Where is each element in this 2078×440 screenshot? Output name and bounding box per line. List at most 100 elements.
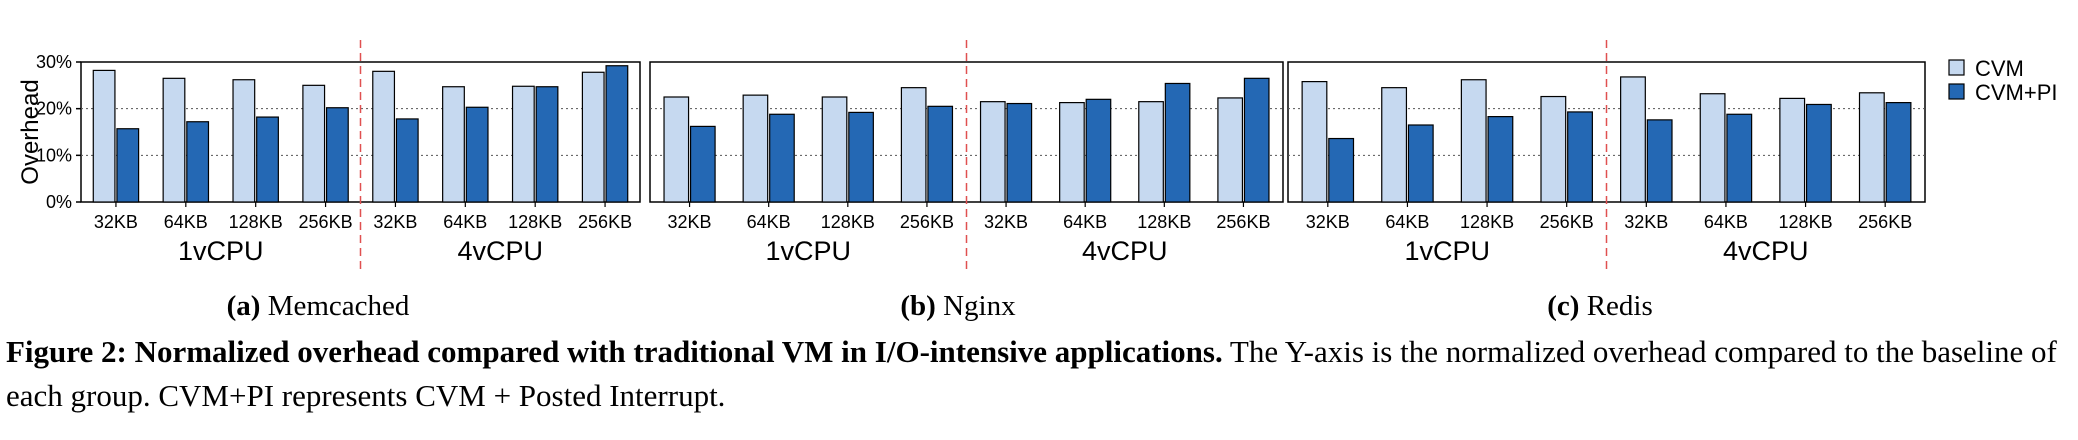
panel-2-x-tick-label: 128KB <box>1137 212 1191 232</box>
panel-3-bar-cvm-pi <box>1885 101 1912 203</box>
panel-1-x-tick-label: 128KB <box>229 212 283 232</box>
panel-1-bar-cvm <box>372 70 396 203</box>
subcaption-c: (c) Redis <box>1547 290 1653 323</box>
panel-2-x-tick-label: 128KB <box>821 212 875 232</box>
panel-3-bar-cvm-pi <box>1567 111 1593 203</box>
panel-3-bar-cvm <box>1620 76 1646 203</box>
panel-1-group-label: 1vCPU <box>178 236 264 266</box>
panel-3-bar-cvm <box>1699 93 1726 203</box>
panel-2-bar-cvm <box>1217 97 1244 203</box>
panel-3-bar-cvm <box>1540 95 1567 203</box>
subcaption-a-tag: (a) <box>226 290 261 322</box>
figure-caption-label: Figure 2: Normalized overhead compared w… <box>6 334 1223 369</box>
panel-1-x-tick-label: 64KB <box>164 212 208 232</box>
panel-2-x-tick-label: 64KB <box>1063 212 1107 232</box>
panel-1-bar-cvm-pi <box>535 86 559 203</box>
subcaption-c-name: Redis <box>1586 290 1653 322</box>
overhead-bar-chart: 0% 10% 20% 30% 32KB 64KB 128KB 256KB 32KB 64KB 128… <box>17 40 2058 270</box>
panel-1-bar-cvm-pi <box>465 106 489 203</box>
panel-3-bar-cvm <box>1858 92 1885 203</box>
legend-swatch <box>1948 83 1965 100</box>
panel-1-group-label: 4vCPU <box>457 236 543 266</box>
panel-1-bar-cvm <box>92 69 116 203</box>
panel-2-bar-cvm <box>1059 101 1085 203</box>
panel-2-x-tick-label: 256KB <box>1216 212 1270 232</box>
panel-1-bar-cvm <box>302 84 326 203</box>
panel-2-bar-cvm-pi <box>1164 82 1191 203</box>
panel-2-bar-cvm <box>663 96 690 203</box>
figure-caption-text: The Y-axis is the normalized overhead co… <box>6 334 2057 413</box>
panel-3-x-tick-label: 64KB <box>1385 212 1429 232</box>
y-tick-label: 10% <box>36 145 72 165</box>
panel-1-bar-cvm-pi <box>256 116 279 203</box>
panel-2-bar-cvm-pi <box>848 111 874 203</box>
panel-2-bar-cvm-pi <box>689 125 716 203</box>
panel-1-x-tick-label: 256KB <box>578 212 632 232</box>
panel-1-x-tick-label: 256KB <box>299 212 353 232</box>
panel-1-bar-cvm-pi <box>186 121 210 203</box>
panel-1-x-tick-label: 64KB <box>443 212 487 232</box>
panel-1-x-tick-label: 32KB <box>373 212 417 232</box>
panel-2-bar-cvm <box>821 96 848 203</box>
panel-3-bar-cvm <box>1381 87 1408 203</box>
subcaption-b-name: Nginx <box>943 290 1016 322</box>
panel-3-x-tick-label: 64KB <box>1704 212 1748 232</box>
panel-3-group-label: 4vCPU <box>1723 236 1809 266</box>
panel-1-bar-cvm <box>232 79 256 203</box>
panel-2-bar-cvm <box>979 101 1006 203</box>
panel-1-bar-cvm <box>511 85 535 203</box>
panel-2-x-tick-label: 64KB <box>747 212 791 232</box>
panel-2-bar-cvm <box>742 94 769 203</box>
panel-1-bar-cvm <box>162 77 186 203</box>
panel-2-bar-cvm-pi <box>1085 98 1112 203</box>
subcaption-a: (a) Memcached <box>227 290 410 323</box>
panel-3-x-tick-label: 32KB <box>1624 212 1668 232</box>
legend-swatch <box>1948 59 1965 76</box>
panel-3-bar-cvm-pi <box>1646 119 1673 203</box>
panel-2-x-tick-label: 256KB <box>900 212 954 232</box>
legend-label: CVM+PI <box>1975 80 2058 105</box>
panel-3-bar-cvm-pi <box>1726 113 1753 203</box>
panel-3-x-tick-label: 128KB <box>1779 212 1833 232</box>
panel-2-bar-cvm-pi <box>769 113 795 203</box>
panel-3-x-tick-label: 256KB <box>1858 212 1912 232</box>
panel-3-x-tick-label: 32KB <box>1306 212 1350 232</box>
panel-1-bar-cvm <box>581 71 605 203</box>
subcaption-a-name: Memcached <box>267 290 410 322</box>
panel-3-bar-cvm <box>1301 80 1328 203</box>
panel-1-x-tick-label: 32KB <box>94 212 138 232</box>
panel-2-bar-cvm-pi <box>1243 77 1270 203</box>
panel-2-bar-cvm-pi <box>927 105 954 203</box>
panel-3-bar-cvm <box>1460 79 1487 203</box>
panel-1-bar-cvm-pi <box>325 107 349 203</box>
panel-3-bar-cvm-pi <box>1805 103 1832 203</box>
y-tick-label: 30% <box>36 52 72 72</box>
panel-1-x-tick-label: 128KB <box>508 212 562 232</box>
y-axis-label: Overhead <box>17 79 44 184</box>
panel-3-bar-cvm-pi <box>1328 137 1355 203</box>
panel-3-x-tick-label: 256KB <box>1540 212 1594 232</box>
panel-2-bar-cvm-pi <box>1006 102 1033 203</box>
legend-label: CVM <box>1975 56 2024 81</box>
subcaption-b: (b) Nginx <box>900 290 1015 323</box>
panel-1-bar-cvm <box>442 86 465 203</box>
panel-2-bar-cvm <box>1138 101 1164 203</box>
panel-2-group-label: 1vCPU <box>765 236 851 266</box>
panel-2-x-tick-label: 32KB <box>668 212 712 232</box>
panel-1-bar-cvm-pi <box>116 128 140 203</box>
panel-3-bar-cvm-pi <box>1407 124 1434 203</box>
panel-3-x-tick-label: 128KB <box>1460 212 1514 232</box>
figure-caption: Figure 2: Normalized overhead compared w… <box>6 330 2072 418</box>
subcaption-b-tag: (b) <box>900 290 936 322</box>
panel-1-bar-cvm-pi <box>395 118 419 203</box>
y-tick-label: 20% <box>36 99 72 119</box>
subcaption-c-tag: (c) <box>1547 290 1580 322</box>
panel-3-group-label: 1vCPU <box>1404 236 1490 266</box>
panel-2-bar-cvm <box>900 87 927 203</box>
panel-2-x-tick-label: 32KB <box>984 212 1028 232</box>
y-tick-label: 0% <box>46 192 72 212</box>
panel-3-bar-cvm <box>1779 97 1806 203</box>
panel-2-group-label: 4vCPU <box>1082 236 1168 266</box>
panel-1-bar-cvm-pi <box>605 65 629 203</box>
panel-3-bar-cvm-pi <box>1487 115 1514 203</box>
